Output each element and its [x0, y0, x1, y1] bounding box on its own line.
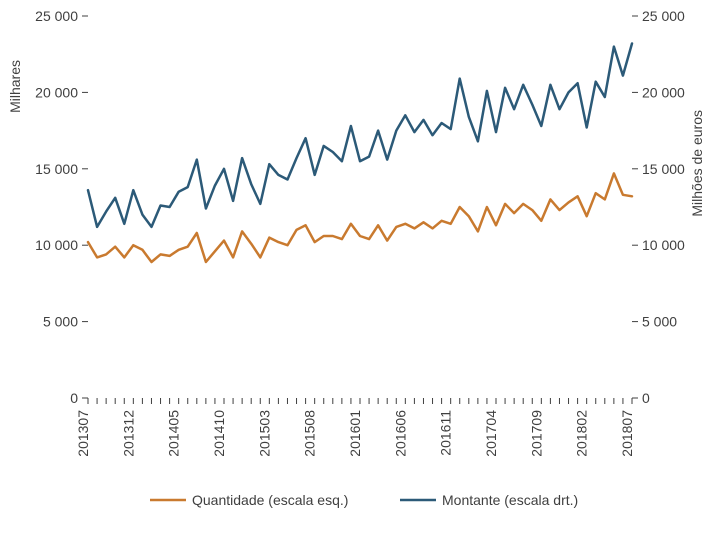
- y-right-tick-label: 20 000: [642, 84, 685, 100]
- x-tick-label: 201405: [166, 410, 182, 457]
- y-right-tick-label: 0: [642, 390, 650, 406]
- x-tick-label: 201807: [619, 410, 635, 457]
- y-left-tick-label: 0: [70, 390, 78, 406]
- x-tick-label: 201704: [483, 410, 499, 457]
- y-left-tick-label: 5 000: [43, 314, 78, 330]
- y-left-tick-label: 10 000: [35, 237, 78, 253]
- x-tick-label: 201601: [347, 410, 363, 457]
- line-chart: 0 5 000 10 000 15 000 20 000 25 000 0 5 000 10 0…: [0, 0, 710, 533]
- x-tick-label: 201611: [438, 410, 454, 456]
- y-left-axis-title: Milhares: [7, 60, 23, 113]
- x-tick-label: 201802: [574, 410, 590, 457]
- y-left-tick-label: 20 000: [35, 84, 78, 100]
- x-tick-label: 201709: [528, 410, 544, 457]
- y-right-tick-label: 5 000: [642, 314, 677, 330]
- y-left-tick-label: 25 000: [35, 8, 78, 24]
- x-tick-label: 201606: [392, 410, 408, 457]
- y-right-tick-label: 10 000: [642, 237, 685, 253]
- x-tick-label: 201503: [256, 410, 272, 457]
- y-right-axis-title: Milhões de euros: [689, 110, 705, 217]
- x-tick-label: 201410: [211, 410, 227, 457]
- x-tick-label: 201508: [302, 410, 318, 457]
- y-left-tick-label: 15 000: [35, 161, 78, 177]
- legend-label: Quantidade (escala esq.): [192, 492, 348, 508]
- x-tick-label: 201307: [75, 410, 91, 457]
- x-tick-label: 201312: [120, 410, 136, 457]
- y-right-tick-label: 25 000: [642, 8, 685, 24]
- legend-label: Montante (escala drt.): [442, 492, 578, 508]
- y-right-tick-label: 15 000: [642, 161, 685, 177]
